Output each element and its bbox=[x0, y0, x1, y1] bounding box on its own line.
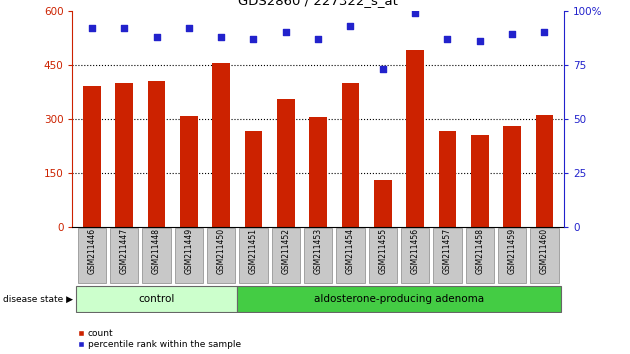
Text: GSM211457: GSM211457 bbox=[443, 228, 452, 274]
Point bbox=[184, 25, 194, 31]
Point bbox=[313, 36, 323, 41]
Text: GSM211447: GSM211447 bbox=[120, 228, 129, 274]
FancyBboxPatch shape bbox=[336, 228, 365, 283]
Point bbox=[345, 23, 355, 29]
Bar bbox=[309, 117, 327, 227]
Bar bbox=[536, 115, 553, 227]
FancyBboxPatch shape bbox=[498, 228, 526, 283]
FancyBboxPatch shape bbox=[76, 286, 238, 312]
Text: GSM211459: GSM211459 bbox=[508, 228, 517, 274]
Text: GSM211450: GSM211450 bbox=[217, 228, 226, 274]
Point bbox=[507, 32, 517, 37]
Text: GSM211446: GSM211446 bbox=[88, 228, 96, 274]
Title: GDS2860 / 227322_s_at: GDS2860 / 227322_s_at bbox=[238, 0, 398, 7]
Bar bbox=[147, 81, 166, 227]
FancyBboxPatch shape bbox=[369, 228, 397, 283]
FancyBboxPatch shape bbox=[401, 228, 430, 283]
Bar bbox=[244, 131, 262, 227]
Point bbox=[248, 36, 258, 41]
Bar bbox=[277, 99, 295, 227]
FancyBboxPatch shape bbox=[238, 286, 561, 312]
FancyBboxPatch shape bbox=[175, 228, 203, 283]
Point bbox=[281, 29, 291, 35]
Bar bbox=[341, 82, 359, 227]
FancyBboxPatch shape bbox=[207, 228, 236, 283]
Text: GSM211453: GSM211453 bbox=[314, 228, 323, 274]
Point bbox=[410, 10, 420, 16]
Point bbox=[475, 38, 485, 44]
FancyBboxPatch shape bbox=[304, 228, 333, 283]
Bar bbox=[115, 82, 133, 227]
Text: control: control bbox=[139, 294, 175, 304]
FancyBboxPatch shape bbox=[110, 228, 139, 283]
Text: GSM211460: GSM211460 bbox=[540, 228, 549, 274]
Point bbox=[378, 66, 388, 72]
Text: GSM211451: GSM211451 bbox=[249, 228, 258, 274]
Point bbox=[119, 25, 129, 31]
Text: GSM211452: GSM211452 bbox=[282, 228, 290, 274]
Bar bbox=[503, 126, 521, 227]
Bar bbox=[471, 135, 489, 227]
FancyBboxPatch shape bbox=[272, 228, 300, 283]
Bar bbox=[180, 116, 198, 227]
Point bbox=[442, 36, 452, 41]
Bar bbox=[83, 86, 101, 227]
Text: GSM211455: GSM211455 bbox=[378, 228, 387, 274]
Bar bbox=[212, 63, 230, 227]
Text: GSM211454: GSM211454 bbox=[346, 228, 355, 274]
Point bbox=[216, 34, 226, 39]
Point bbox=[151, 34, 161, 39]
FancyBboxPatch shape bbox=[77, 228, 106, 283]
Text: GSM211458: GSM211458 bbox=[475, 228, 484, 274]
Text: disease state ▶: disease state ▶ bbox=[3, 295, 73, 304]
FancyBboxPatch shape bbox=[239, 228, 268, 283]
Bar bbox=[438, 131, 456, 227]
Point bbox=[539, 29, 549, 35]
Text: GSM211449: GSM211449 bbox=[185, 228, 193, 274]
Bar bbox=[406, 50, 424, 227]
Bar bbox=[374, 180, 392, 227]
Text: GSM211448: GSM211448 bbox=[152, 228, 161, 274]
Point bbox=[87, 25, 97, 31]
FancyBboxPatch shape bbox=[466, 228, 494, 283]
FancyBboxPatch shape bbox=[142, 228, 171, 283]
Text: aldosterone-producing adenoma: aldosterone-producing adenoma bbox=[314, 294, 484, 304]
Legend: count, percentile rank within the sample: count, percentile rank within the sample bbox=[77, 329, 241, 349]
FancyBboxPatch shape bbox=[433, 228, 462, 283]
Text: GSM211456: GSM211456 bbox=[411, 228, 420, 274]
FancyBboxPatch shape bbox=[530, 228, 559, 283]
